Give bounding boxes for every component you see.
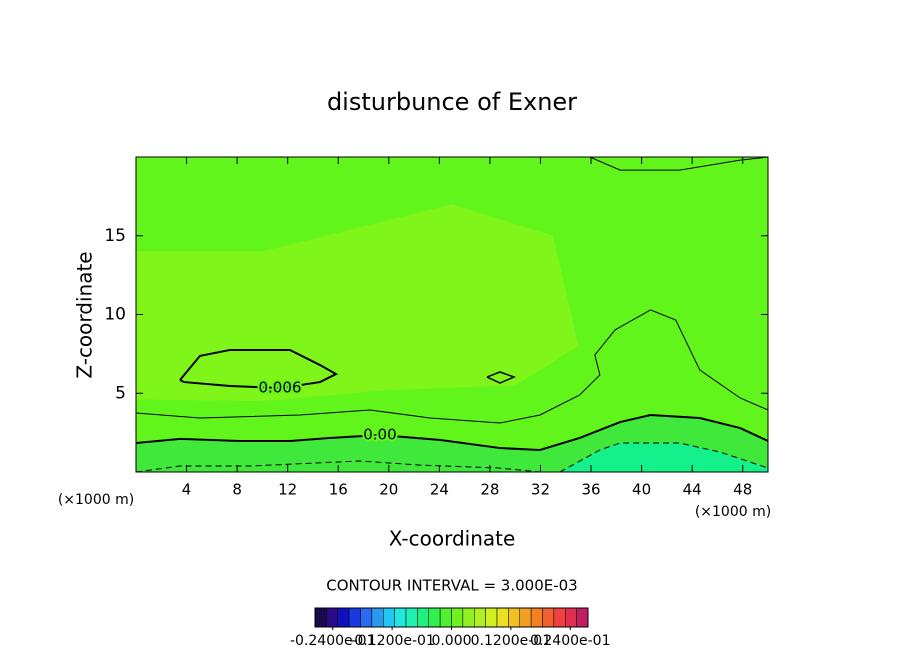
x-unit-label: (×1000 m) [695,504,771,520]
colorbar-tick-label: 0.000 [431,633,471,649]
colorbar-swatch [405,607,418,628]
fill-region [136,204,579,402]
y-axis-label: Z-coordinate [73,251,97,378]
x-axis-label: X-coordinate [389,527,516,551]
y-tick-label: 5 [115,383,126,403]
x-tick-label: 40 [632,481,651,499]
contour-label: 0.006 [258,379,301,397]
colorbar-swatch [451,607,464,628]
x-tick-label: 16 [329,481,348,499]
colorbar-swatch [485,607,498,628]
contour-line [136,442,768,472]
x-tick-label: 12 [278,481,297,499]
colorbar-swatch [314,607,327,628]
contour-line [136,413,768,451]
contour-line [136,309,768,424]
x-tick-label: 4 [182,481,192,499]
colorbar-swatch [428,607,441,628]
colorbar-swatch [417,607,429,628]
x-tick-label: 24 [430,481,449,499]
colorbar-swatch [383,607,395,628]
colorbar-swatch [519,607,532,628]
x-tick-label: 28 [480,481,499,499]
colorbar-swatch [542,607,555,628]
colorbar-swatch [530,607,543,628]
x-tick-label: 32 [531,481,550,499]
contour-line [589,157,768,171]
colorbar-swatch [394,607,407,628]
colorbar-swatch [576,607,589,628]
colorbar-tick-label: 0.1200e-01 [471,633,551,649]
colorbar-swatch [462,607,475,628]
colorbar-swatch [360,607,373,628]
x-tick-label: 36 [581,481,600,499]
contour-interval: CONTOUR INTERVAL = 3.000E-03 [326,577,577,595]
contour-label: 0.00 [363,425,396,443]
x-tick-label: 8 [232,481,242,499]
fill-region [559,443,768,472]
x-tick-label: 44 [683,481,702,499]
colorbar-tick-label: -0.1200e-01 [349,633,435,649]
chart-title: disturbunce of Exner [327,88,577,116]
colorbar-swatch [496,607,509,628]
y-tick-label: 15 [104,226,126,246]
colorbar-swatch [371,607,384,628]
colorbar-tick-label: -0.2400e-01 [290,633,376,649]
colorbar-swatch [553,607,566,628]
plot-area: 0.00 0.006 [136,157,768,472]
contour-line [179,348,339,390]
y-unit-label: (×1000 m) [58,492,134,508]
colorbar-swatch [348,607,361,628]
x-tick-label: 20 [379,481,398,499]
colorbar-tick-label: 0.2400e-01 [530,633,610,649]
y-tick-label: 10 [104,305,126,325]
colorbar-swatch [439,607,452,628]
colorbar-swatch [326,607,338,628]
colorbar-swatch [565,607,577,628]
contour-line [486,371,516,384]
colorbar-swatch [474,607,486,628]
colorbar-swatch [508,607,520,628]
x-tick-label: 48 [733,481,752,499]
colorbar-swatch [337,607,350,628]
